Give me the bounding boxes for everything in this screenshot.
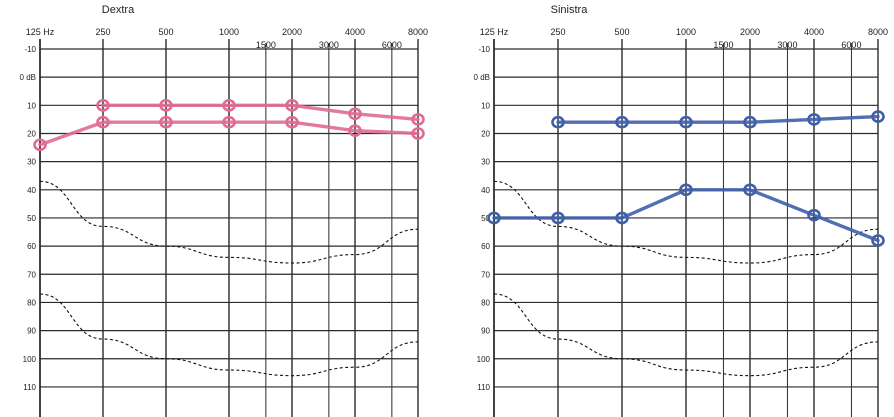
data-point [96, 115, 110, 129]
reference-curve [493, 293, 879, 377]
data-point [743, 115, 757, 129]
y-tick-label: 110 [23, 383, 36, 392]
series-line [38, 120, 420, 147]
data-point [743, 183, 757, 197]
y-tick-label: -10 [24, 45, 36, 54]
y-tick-label: 90 [27, 327, 36, 336]
y-tick-label: 80 [481, 298, 490, 307]
x-tick-label: 8000 [408, 27, 428, 37]
y-tick-label: 60 [27, 242, 36, 251]
x-mid-tick-label: 3000 [777, 40, 797, 50]
y-tick-label: 50 [481, 214, 490, 223]
x-tick-label: 8000 [868, 27, 888, 37]
audiogram-dextra: Dextra -10 0 dB 10 20 30 40 50 60 70 80 90 100 110 12… [20, 4, 428, 417]
data-point [159, 99, 173, 112]
data-point [871, 110, 885, 123]
data-point [807, 113, 821, 126]
data-point [679, 115, 693, 129]
y-tick-label: 40 [27, 186, 36, 195]
y-tick-label: 100 [477, 355, 491, 364]
data-point [285, 115, 299, 129]
series-line [556, 114, 880, 124]
x-tick-label: 125 Hz [480, 27, 509, 37]
y-tick-label: 10 [27, 101, 36, 110]
data-point [348, 107, 362, 121]
x-tick-label: 1000 [676, 27, 696, 37]
data-point [222, 99, 236, 112]
y-tick-label: 60 [481, 242, 490, 251]
data-point [348, 124, 362, 137]
y-tick-label: 30 [27, 158, 36, 167]
data-point [222, 115, 236, 129]
data-point [871, 234, 885, 247]
series-line [101, 103, 420, 122]
x-tick-label: 125 Hz [26, 27, 55, 37]
x-tick-label: 1000 [219, 27, 239, 37]
y-tick-label: 0 dB [474, 73, 490, 82]
y-tick-label: 10 [481, 101, 490, 110]
data-point [96, 99, 110, 112]
data-point [411, 113, 425, 126]
y-tick-label: -10 [478, 45, 490, 54]
x-tick-label: 4000 [345, 27, 365, 37]
x-tick-label: 250 [550, 27, 565, 37]
x-mid-tick-label: 6000 [382, 40, 402, 50]
data-point [615, 115, 629, 129]
y-tick-label: 80 [27, 298, 36, 307]
y-tick-label: 100 [23, 355, 37, 364]
data-point [33, 138, 47, 152]
x-tick-label: 500 [158, 27, 173, 37]
y-tick-label: 110 [477, 383, 490, 392]
data-point [679, 183, 693, 197]
x-tick-label: 4000 [804, 27, 824, 37]
chart-title-sinistra: Sinistra [551, 4, 589, 16]
reference-curve [39, 293, 419, 377]
y-tick-label: 70 [27, 270, 36, 279]
data-point [551, 115, 565, 129]
y-tick-label: 30 [481, 158, 490, 167]
x-mid-tick-label: 3000 [319, 40, 339, 50]
data-point [551, 211, 565, 225]
x-mid-tick-label: 6000 [841, 40, 861, 50]
x-tick-label: 2000 [740, 27, 760, 37]
data-point [807, 208, 821, 222]
reference-curve [493, 180, 879, 264]
x-tick-label: 500 [614, 27, 629, 37]
y-tick-label: 90 [481, 327, 490, 336]
chart-title-dextra: Dextra [102, 4, 135, 16]
x-tick-label: 250 [95, 27, 110, 37]
y-tick-label: 50 [27, 214, 36, 223]
reference-curve [39, 180, 419, 264]
y-tick-label: 0 dB [20, 73, 36, 82]
data-point [411, 127, 425, 140]
x-tick-label: 2000 [282, 27, 302, 37]
x-mid-tick-label: 1500 [713, 40, 733, 50]
x-mid-tick-label: 1500 [256, 40, 276, 50]
data-point [615, 211, 629, 225]
y-tick-label: 70 [481, 270, 490, 279]
data-point [487, 211, 501, 225]
series-line [492, 188, 880, 243]
data-point [159, 115, 173, 129]
y-tick-label: 20 [481, 129, 490, 138]
y-tick-label: 40 [481, 186, 490, 195]
y-tick-label: 20 [27, 129, 36, 138]
data-point [285, 99, 299, 112]
audiogram-sinistra: Sinistra -10 0 dB 10 20 30 40 50 60 70 80 90 100 110… [474, 4, 888, 417]
